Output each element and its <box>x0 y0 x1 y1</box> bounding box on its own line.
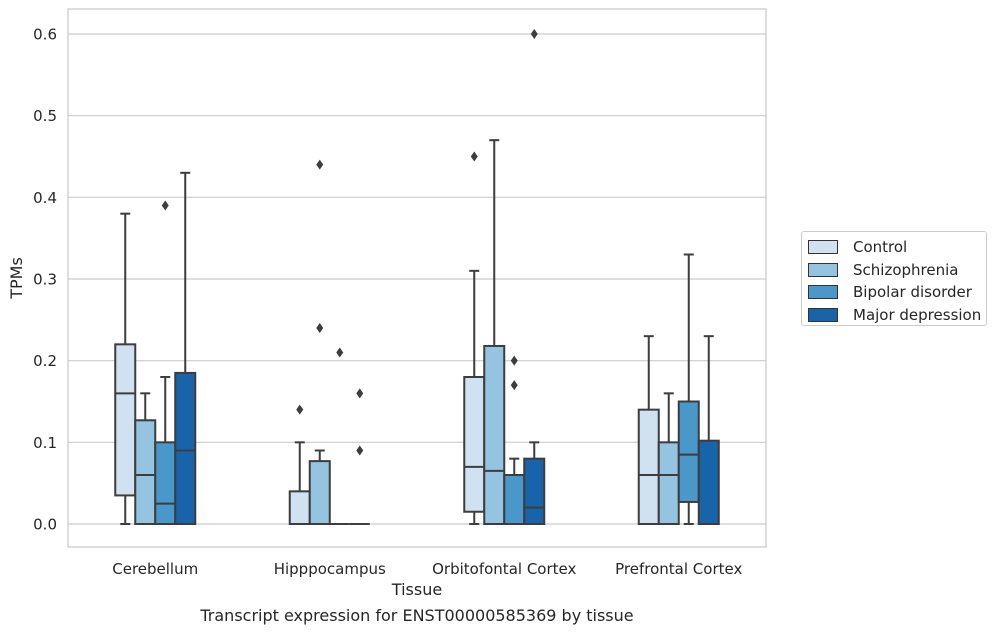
outlier-point <box>510 355 518 366</box>
x-axis-label: Tissue <box>391 580 442 599</box>
x-tick-label: Cerebellum <box>112 560 198 578</box>
box-bipolar-disorder <box>503 355 526 525</box>
y-tick-label: 0.6 <box>33 26 57 44</box>
x-tick-label: Orbitofontal Cortex <box>432 560 576 578</box>
box-major-depression <box>349 388 370 525</box>
box-bipolar-disorder <box>677 253 700 525</box>
box-bipolar-disorder <box>329 347 350 525</box>
legend-swatch <box>808 307 838 322</box>
legend-item: Control <box>808 236 986 259</box>
x-axis-ticks: Cerebellum Hipppocampus Orbitofontal Corte… <box>112 560 742 578</box>
box <box>308 460 331 526</box>
outlier-point <box>530 29 538 39</box>
legend-item: Major depression <box>808 304 986 327</box>
legend-label: Control <box>853 238 908 257</box>
outlier-point <box>356 388 364 399</box>
x-tick-label: Prefrontal Cortex <box>615 560 742 578</box>
legend-label: Schizophrenia <box>853 260 959 279</box>
box <box>134 419 157 525</box>
box <box>657 441 680 526</box>
box-bipolar-disorder <box>154 200 177 526</box>
figure-caption: Transcript expression for ENST0000058536… <box>200 606 634 625</box>
box <box>114 343 137 497</box>
box <box>637 408 660 525</box>
y-axis-ticks: 0.0 0.1 0.2 0.3 0.4 0.5 0.6 <box>33 26 57 534</box>
box-major-depression <box>174 171 197 525</box>
y-tick-label: 0.1 <box>33 434 57 452</box>
box <box>174 371 197 525</box>
legend-label: Major depression <box>853 305 982 324</box>
outlier-point <box>161 200 169 211</box>
box <box>463 376 486 513</box>
box <box>677 400 700 503</box>
plot-frame <box>67 8 767 548</box>
box <box>288 490 311 526</box>
y-tick-label: 0.5 <box>33 107 57 125</box>
y-axis-label: TPMs <box>7 257 26 300</box>
box-control <box>288 404 311 526</box>
outlier-point <box>316 323 324 333</box>
box-control <box>114 212 137 525</box>
outlier-point <box>296 404 304 415</box>
legend-item: Schizophrenia <box>808 259 986 282</box>
outlier-point <box>336 347 344 358</box>
legend-swatch <box>808 262 838 277</box>
y-tick-label: 0.2 <box>33 352 57 370</box>
legend-swatch <box>808 285 838 300</box>
legend-item: Bipolar disorder <box>808 281 986 304</box>
outlier-point <box>470 151 478 162</box>
box-major-depression <box>697 335 720 526</box>
outlier-point <box>510 380 518 391</box>
box <box>523 457 546 525</box>
legend-swatch <box>808 240 838 255</box>
box-schizophrenia <box>134 392 157 525</box>
box <box>697 439 720 526</box>
box-schizophrenia <box>308 159 331 526</box>
box-major-depression <box>523 29 546 525</box>
box <box>154 441 177 526</box>
legend-label: Bipolar disorder <box>853 283 972 302</box>
y-tick-label: 0.3 <box>33 271 57 289</box>
box <box>503 474 526 525</box>
box-schizophrenia <box>483 139 506 526</box>
box-control <box>637 335 660 525</box>
outlier-point <box>356 445 364 456</box>
box <box>483 344 506 526</box>
plot-area <box>114 29 720 526</box>
box-schizophrenia <box>657 392 680 526</box>
outlier-point <box>316 159 324 170</box>
y-tick-label: 0.0 <box>33 516 57 534</box>
x-tick-label: Hipppocampus <box>274 560 386 578</box>
y-tick-label: 0.4 <box>33 189 57 207</box>
legend: Control Schizophrenia Bipolar disorder Majo… <box>801 231 987 326</box>
box-control <box>463 151 486 525</box>
